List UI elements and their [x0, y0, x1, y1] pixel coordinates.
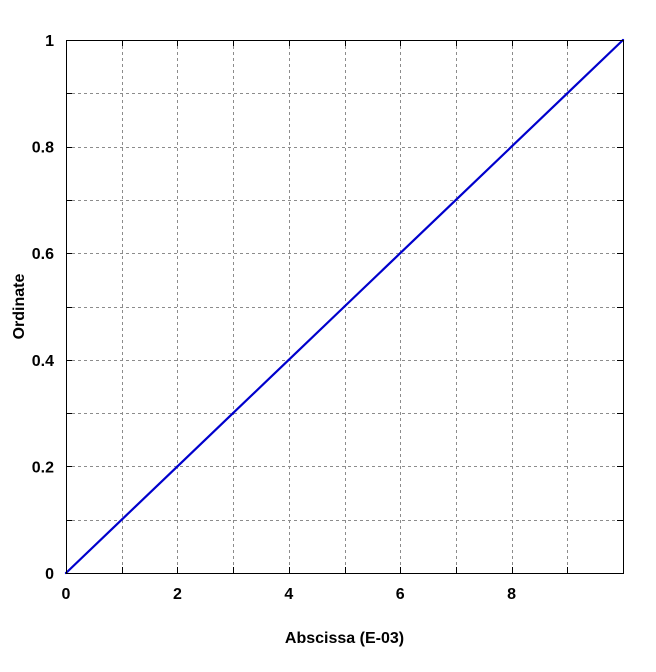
data-point — [510, 145, 513, 148]
x-tick-label: 2 — [173, 586, 182, 603]
x-axis-title: Abscissa (E-03) — [285, 630, 404, 647]
y-tick-label: 0.4 — [32, 353, 54, 370]
x-tick-label: 4 — [284, 586, 293, 603]
data-point — [287, 358, 290, 361]
series-layer — [64, 38, 625, 575]
y-axis-title: Ordinate — [11, 274, 28, 340]
x-tick-label: 0 — [62, 586, 71, 603]
data-point — [176, 465, 179, 468]
data-point — [232, 412, 235, 415]
y-tick-label: 0.6 — [32, 246, 54, 263]
x-tick-label: 6 — [396, 586, 405, 603]
y-tick-label: 0 — [45, 566, 54, 583]
data-point — [454, 198, 457, 201]
ticks-layer — [66, 40, 623, 574]
data-point — [566, 92, 569, 95]
data-point — [120, 518, 123, 521]
x-tick-label: 8 — [507, 586, 516, 603]
data-point — [343, 305, 346, 308]
y-tick-label: 1 — [45, 33, 54, 50]
y-tick-label: 0.8 — [32, 140, 54, 157]
data-point — [399, 252, 402, 255]
labels-layer: 0 2 4 6 8 0 0.2 0.4 0.6 0.8 1 — [32, 33, 516, 603]
y-tick-label: 0.2 — [32, 459, 54, 476]
